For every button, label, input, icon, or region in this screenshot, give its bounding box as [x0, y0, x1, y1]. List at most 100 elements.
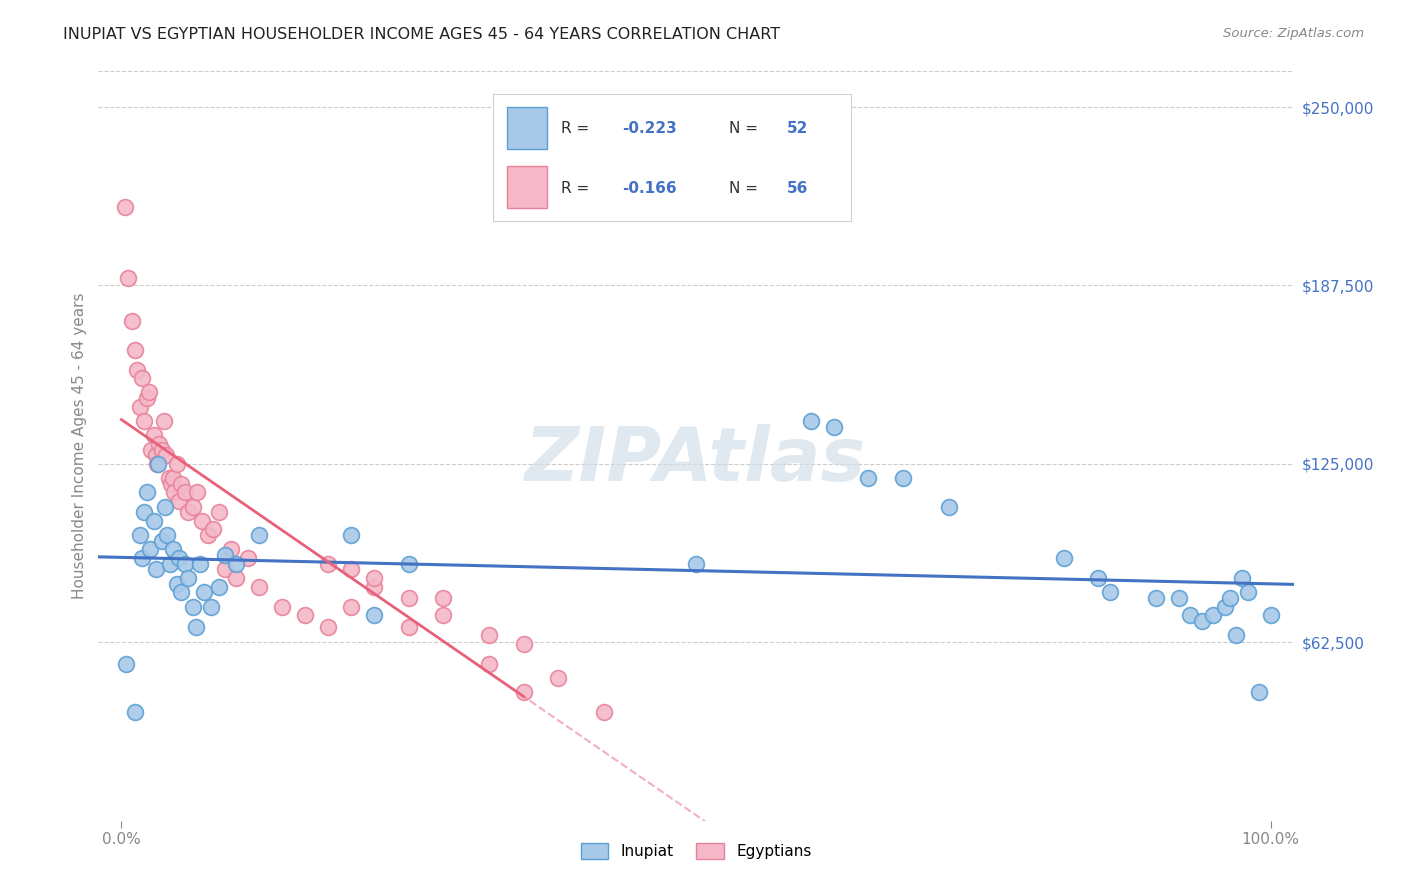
- Point: [398, 557, 420, 571]
- Point: [225, 571, 247, 585]
- Point: [1178, 608, 1201, 623]
- Point: [1213, 599, 1236, 614]
- Point: [141, 442, 163, 457]
- Point: [247, 528, 270, 542]
- Point: [142, 428, 165, 442]
- Text: Source: ZipAtlas.com: Source: ZipAtlas.com: [1223, 27, 1364, 40]
- Point: [214, 548, 236, 562]
- Point: [177, 571, 200, 585]
- Point: [186, 485, 208, 500]
- Point: [1087, 571, 1109, 585]
- Point: [398, 591, 420, 605]
- Point: [938, 500, 960, 514]
- Point: [170, 585, 193, 599]
- Point: [236, 551, 259, 566]
- Point: [124, 343, 146, 357]
- Point: [1247, 685, 1270, 699]
- Point: [197, 528, 219, 542]
- Point: [162, 471, 184, 485]
- Point: [340, 562, 363, 576]
- Point: [208, 580, 231, 594]
- Point: [128, 400, 150, 414]
- Point: [124, 705, 146, 719]
- Point: [139, 542, 162, 557]
- Y-axis label: Householder Income Ages 45 - 64 years: Householder Income Ages 45 - 64 years: [72, 293, 87, 599]
- Point: [173, 557, 195, 571]
- Point: [145, 562, 167, 576]
- Point: [156, 528, 179, 542]
- Point: [184, 619, 207, 633]
- Point: [134, 414, 156, 428]
- Point: [166, 576, 188, 591]
- Point: [1167, 591, 1189, 605]
- Point: [117, 271, 139, 285]
- Point: [193, 585, 215, 599]
- Point: [148, 437, 170, 451]
- Point: [200, 599, 222, 614]
- Point: [153, 500, 176, 514]
- Point: [340, 599, 363, 614]
- Point: [127, 362, 149, 376]
- Point: [191, 514, 214, 528]
- Point: [478, 628, 501, 642]
- Point: [138, 385, 160, 400]
- Point: [271, 599, 294, 614]
- Point: [1098, 585, 1121, 599]
- Point: [823, 419, 845, 434]
- Point: [135, 485, 157, 500]
- Point: [121, 314, 143, 328]
- Point: [363, 608, 385, 623]
- Point: [363, 580, 385, 594]
- Point: [685, 557, 707, 571]
- Text: INUPIAT VS EGYPTIAN HOUSEHOLDER INCOME AGES 45 - 64 YEARS CORRELATION CHART: INUPIAT VS EGYPTIAN HOUSEHOLDER INCOME A…: [63, 27, 780, 42]
- Point: [173, 485, 195, 500]
- Point: [512, 685, 534, 699]
- Point: [163, 485, 186, 500]
- Point: [134, 505, 156, 519]
- Point: [155, 448, 177, 462]
- Point: [432, 591, 454, 605]
- Point: [115, 657, 138, 671]
- Point: [1236, 585, 1258, 599]
- Point: [214, 562, 236, 576]
- Point: [177, 505, 200, 519]
- Point: [432, 608, 454, 623]
- Point: [858, 471, 880, 485]
- Point: [316, 619, 339, 633]
- Point: [170, 476, 193, 491]
- Point: [1225, 628, 1247, 642]
- Point: [157, 471, 180, 485]
- Point: [1144, 591, 1167, 605]
- Point: [219, 542, 242, 557]
- Point: [1053, 551, 1076, 566]
- Point: [512, 637, 534, 651]
- Point: [146, 457, 169, 471]
- Point: [148, 457, 170, 471]
- Point: [316, 557, 339, 571]
- Point: [167, 494, 190, 508]
- Point: [135, 391, 157, 405]
- Point: [131, 551, 153, 566]
- Point: [153, 414, 176, 428]
- Point: [547, 671, 569, 685]
- Point: [1219, 591, 1241, 605]
- Point: [1202, 608, 1225, 623]
- Point: [593, 705, 616, 719]
- Point: [478, 657, 501, 671]
- Point: [181, 500, 204, 514]
- Point: [131, 371, 153, 385]
- Point: [162, 542, 184, 557]
- Point: [891, 471, 914, 485]
- Point: [166, 457, 188, 471]
- Point: [128, 528, 150, 542]
- Point: [145, 448, 167, 462]
- Point: [208, 505, 231, 519]
- Point: [1230, 571, 1253, 585]
- Point: [181, 599, 204, 614]
- Point: [294, 608, 316, 623]
- Point: [167, 551, 190, 566]
- Point: [142, 514, 165, 528]
- Point: [398, 619, 420, 633]
- Text: ZIPAtlas: ZIPAtlas: [526, 425, 866, 498]
- Point: [363, 571, 385, 585]
